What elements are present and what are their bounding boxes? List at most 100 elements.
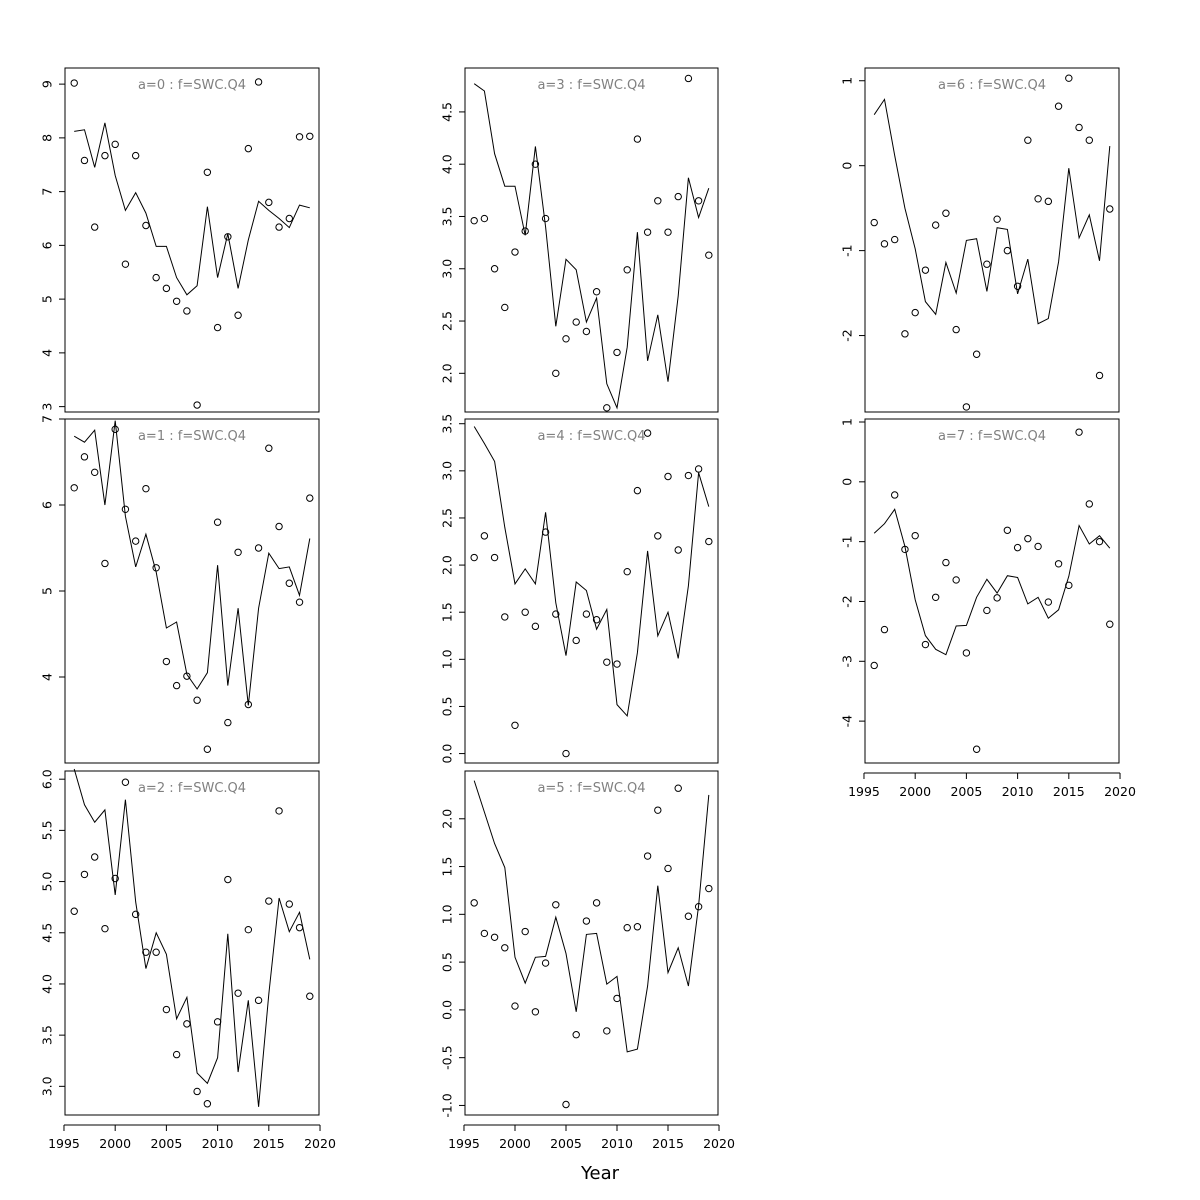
y-tick-label: -2 [839,329,854,341]
y-tick-label: 2.5 [439,508,454,528]
panel-frame [64,67,320,413]
observed-point [244,144,253,153]
y-tick-label: 6 [39,241,54,249]
observed-point [1095,537,1104,546]
fitted-series-line [73,420,311,706]
observed-point [1034,542,1042,551]
y-tick-label: -1 [839,244,854,256]
observed-point [931,593,940,601]
observed-point [142,948,150,956]
y-tick-label: -3 [839,655,854,667]
observed-point [1085,500,1093,508]
observed-point [643,228,652,236]
y-tick-label: 2.0 [439,555,454,575]
observed-point [470,553,478,562]
observed-point [490,933,499,941]
observed-point [101,924,109,933]
observed-point [131,537,140,545]
y-tick-label: 3.0 [39,1076,54,1096]
observed-point [265,897,273,905]
observed-point [870,661,878,670]
observed-point [623,567,631,576]
y-tick-label: 3.5 [439,207,454,227]
observed-point [101,151,109,160]
observed-point [234,311,242,319]
observed-point [572,318,580,326]
observed-point [480,214,489,223]
observed-point [111,140,119,149]
observed-point [664,864,672,873]
observed-point [203,745,212,753]
y-tick-label: 5 [39,587,54,595]
observed-point [1044,598,1053,606]
observed-point [224,875,232,884]
y-tick-label: 3 [39,403,54,411]
observed-point [111,874,119,883]
y-tick-label: 5.0 [39,872,54,892]
observed-point [1044,197,1053,206]
y-tick-label: -2 [839,595,854,607]
x-tick-label: 2000 [99,1136,131,1151]
x-tick-label: 2010 [601,1136,633,1151]
panel-frame [464,67,719,413]
observed-point [511,1002,519,1010]
observed-point [183,307,191,315]
fitted-series-line [74,122,310,296]
observed-point [983,606,991,615]
observed-point [183,1020,191,1028]
observed-point [254,78,263,86]
panel-title: a=5 : f=SWC.Q4 [537,781,645,796]
observed-point [531,1008,540,1016]
observed-point [275,807,283,815]
panel-frame [864,67,1120,413]
panel-frame [864,418,1120,764]
observed-point [1095,371,1104,380]
observed-point [1013,543,1022,552]
observed-point [275,522,283,531]
observed-point [901,330,909,338]
observed-point [306,132,314,140]
x-axis-title: Year [580,1163,620,1184]
observed-point [613,660,621,668]
observed-point [254,996,263,1005]
observed-point [1054,560,1063,568]
y-tick-label: 1 [839,418,854,426]
y-tick-label: 2.5 [439,311,454,331]
observed-point [911,308,919,317]
y-tick-label: 4.0 [439,154,454,174]
observed-point [983,260,991,268]
observed-point [531,160,540,168]
panel-a0: a=0 : f=SWC.Q4 3 4 5 6 7 8 9 [39,67,320,413]
observed-point [1075,123,1083,132]
observed-point [684,74,693,83]
observed-point [562,1100,570,1109]
observed-point [131,910,140,919]
observed-point [891,235,899,244]
observed-point [684,471,693,480]
observed-point [911,531,919,540]
observed-point [972,745,981,753]
y-tick-label: 0 [839,478,854,486]
observed-point [213,518,222,526]
observed-point [1075,428,1083,436]
observed-point [952,576,960,584]
observed-point [80,156,89,165]
observed-point [582,917,591,925]
observed-point [521,927,529,936]
x-tick-label: 2005 [950,784,982,799]
observed-point [501,944,509,952]
observed-point [552,610,560,618]
observed-point [244,700,253,709]
observed-point [193,1087,201,1096]
observed-point [521,227,529,235]
observed-point [942,209,950,217]
observed-point [870,218,878,227]
observed-point [541,959,550,967]
observed-point [1034,195,1042,203]
x-tick-label: 2005 [550,1136,582,1151]
panel-frame [64,418,320,764]
y-tick-label: 0 [839,162,854,170]
y-tick-label: 0.5 [439,697,454,717]
observed-point [952,325,960,334]
observed-point [603,404,611,412]
